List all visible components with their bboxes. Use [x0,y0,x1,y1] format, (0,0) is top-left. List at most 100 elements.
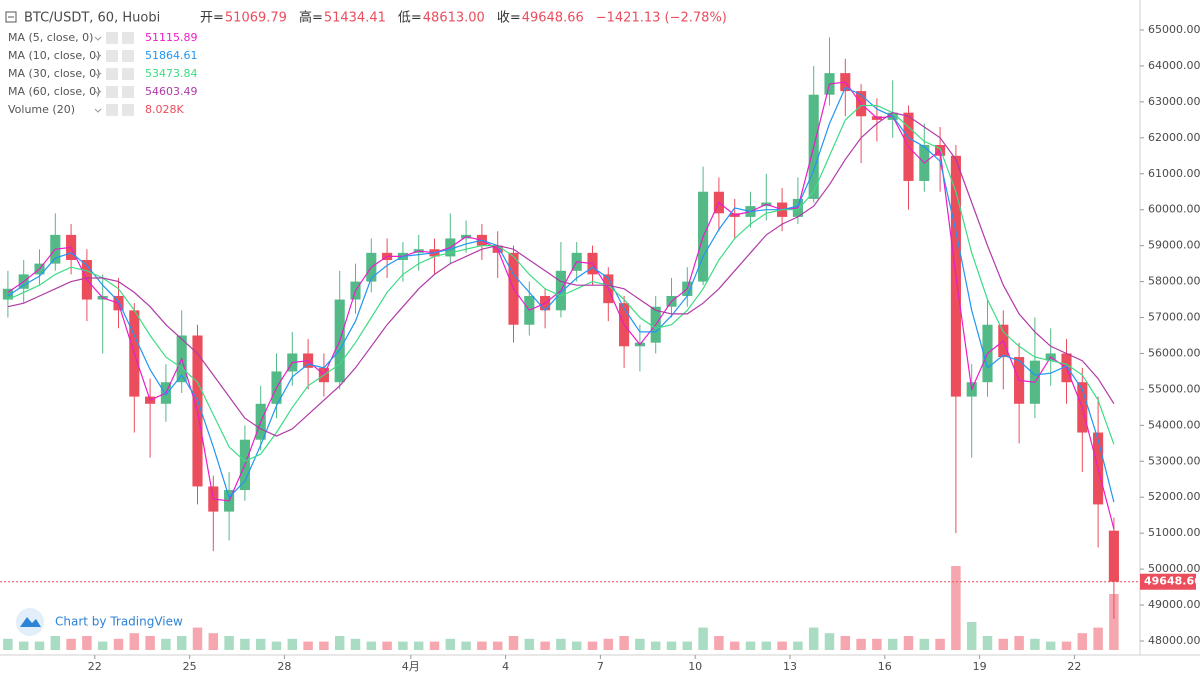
volume-bar [255,638,266,650]
volume-bar [66,638,76,650]
volume-bar [429,641,440,650]
y-tick-label: 65000.00 [1148,23,1200,36]
x-tick-label: 13 [783,660,797,673]
volume-bar [303,641,313,650]
indicator-value: 51115.89 [145,31,198,44]
ohlc-value: 51069.79 [225,11,287,26]
settings-button[interactable] [106,86,118,98]
collapse-icon[interactable] [5,11,17,23]
volume-bar [477,641,487,650]
volume-bar [319,641,329,650]
x-tick-label: 28 [277,660,291,673]
volume-bar [951,566,961,650]
y-tick-label: 63000.00 [1148,95,1200,108]
y-tick-label: 55000.00 [1148,382,1200,395]
candle-body [2,288,13,300]
watermark-text: Chart by TradingView [55,615,183,629]
indicator-menu [94,72,102,77]
y-tick-label: 61000.00 [1148,167,1200,180]
y-tick-label: 64000.00 [1148,59,1200,72]
volume-bar [982,636,993,650]
volume-bar [334,636,345,650]
volume-bar [540,641,550,650]
indicator-menu [94,54,102,59]
volume-bar [1093,627,1103,650]
volume-bar [793,641,803,650]
volume-bar [714,636,724,650]
x-tick-label: 16 [878,660,892,673]
volume-bar [887,638,898,650]
volume-bar [824,633,835,650]
volume-bar [903,636,914,650]
settings-button[interactable] [106,68,118,80]
ma-line [7,86,1115,503]
y-tick-label: 53000.00 [1148,454,1200,467]
indicator-name: Volume (20) [8,103,75,116]
x-tick-label: 22 [1067,660,1081,673]
indicator-menu [94,108,102,113]
watermark: Chart by TradingView [16,608,183,636]
volume-bar [240,638,250,650]
settings-button[interactable] [106,32,118,44]
volume-bar [698,627,708,650]
ohlc-value: 51434.41 [324,11,386,26]
remove-button[interactable] [122,50,134,62]
change-value: −1421.13 (−2.78%) [596,11,727,26]
volume-bar [50,636,61,650]
ohlc-value: 48613.00 [423,11,485,26]
indicator-name: MA (30, close, 0) [8,67,100,80]
volume-bar [966,622,977,650]
volume-bar [840,636,851,650]
indicator-menu [94,36,102,41]
y-tick-label: 48000.00 [1148,634,1200,647]
ma-line [7,112,1115,437]
volume-bar [18,641,29,650]
x-tick-label: 25 [183,660,197,673]
volume-bar [382,641,392,650]
remove-button[interactable] [122,86,134,98]
volume-bar [129,633,140,650]
volume-bar [777,641,787,650]
last-price-label: 49648.66 [1144,575,1200,588]
volume-bar [1109,594,1119,650]
indicator-value: 51864.61 [145,49,198,62]
legend: 开= 51069.79 高= 51434.41 低= 48613.00 收= 49648.66… [8,10,727,116]
volume-bar [635,638,645,650]
remove-button[interactable] [122,32,134,44]
indicator-name: MA (10, close, 0) [8,49,100,62]
volume-bar [1061,641,1072,650]
indicator-menu [94,90,102,95]
y-tick-label: 62000.00 [1148,131,1200,144]
volume-bar [287,638,298,650]
settings-button[interactable] [106,104,118,116]
y-tick-label: 49000.00 [1148,598,1200,611]
remove-button[interactable] [122,104,134,116]
volume-bar [556,638,566,650]
watermark-logo [20,617,41,627]
volume-bar [398,641,408,650]
volume-bar [445,638,456,650]
volume-bar [161,638,171,650]
volume-bar [1045,641,1056,650]
volume-bar [224,636,234,650]
volume-bar [350,638,361,650]
remove-button[interactable] [122,68,134,80]
settings-button[interactable] [106,50,118,62]
indicator-name: MA (60, close, 0) [8,85,100,98]
volume-bar [1077,633,1088,650]
volume-bar [998,638,1009,650]
volume-bar [729,641,740,650]
volume-bar [208,633,219,650]
x-tick-label: 4 [502,660,509,673]
indicator-name: MA (5, close, 0) [8,31,93,44]
volume-bar [587,641,598,650]
ohlc-label: 开= [200,11,224,26]
volume-bar [461,641,471,650]
last-price-box [1140,573,1196,590]
y-tick-label: 60000.00 [1148,203,1200,216]
symbol-title: BTC/USDT, 60, Huobi [24,11,160,26]
ma-line [7,81,1115,530]
volume-bar [524,638,535,650]
volume-bar [808,627,819,650]
volume-bar [413,641,424,650]
